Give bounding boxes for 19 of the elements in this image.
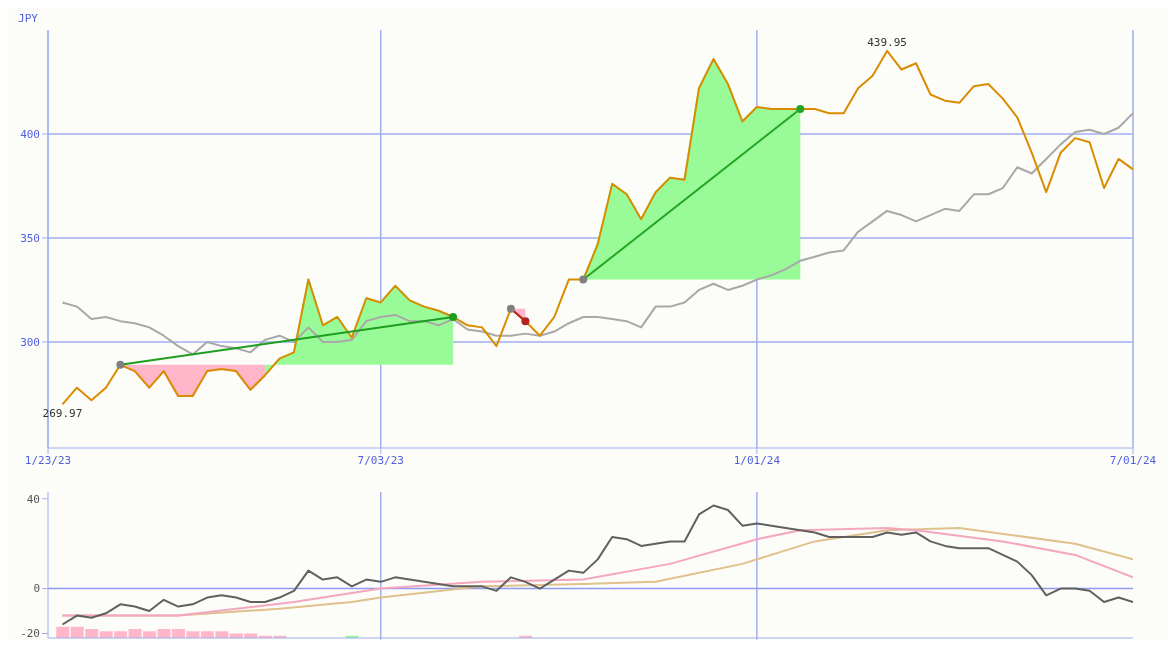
x-tick-label: 7/03/23 [357,453,404,467]
y-tick-label: 300 [20,335,40,349]
line-series [61,49,1133,406]
annotation: 269.97 [42,407,83,421]
annotation: 439.95 [867,35,907,49]
y-tick-label: 40 [26,492,40,506]
point [449,312,458,321]
x-tick-label: 7/01/24 [1109,453,1157,467]
x-tick-label: 1/01/24 [733,453,781,467]
y-tick-label: 350 [20,231,40,245]
y-tick-label: -20 [20,627,40,641]
line-series [61,112,1133,356]
y-axis-title: JPY [18,12,39,25]
point [796,105,805,114]
y-tick-label: 400 [20,127,40,141]
point [521,317,530,326]
x-tick-label: 1/23/23 [24,453,72,467]
y-tick-label: 0 [33,582,40,596]
line-series [61,504,1133,626]
